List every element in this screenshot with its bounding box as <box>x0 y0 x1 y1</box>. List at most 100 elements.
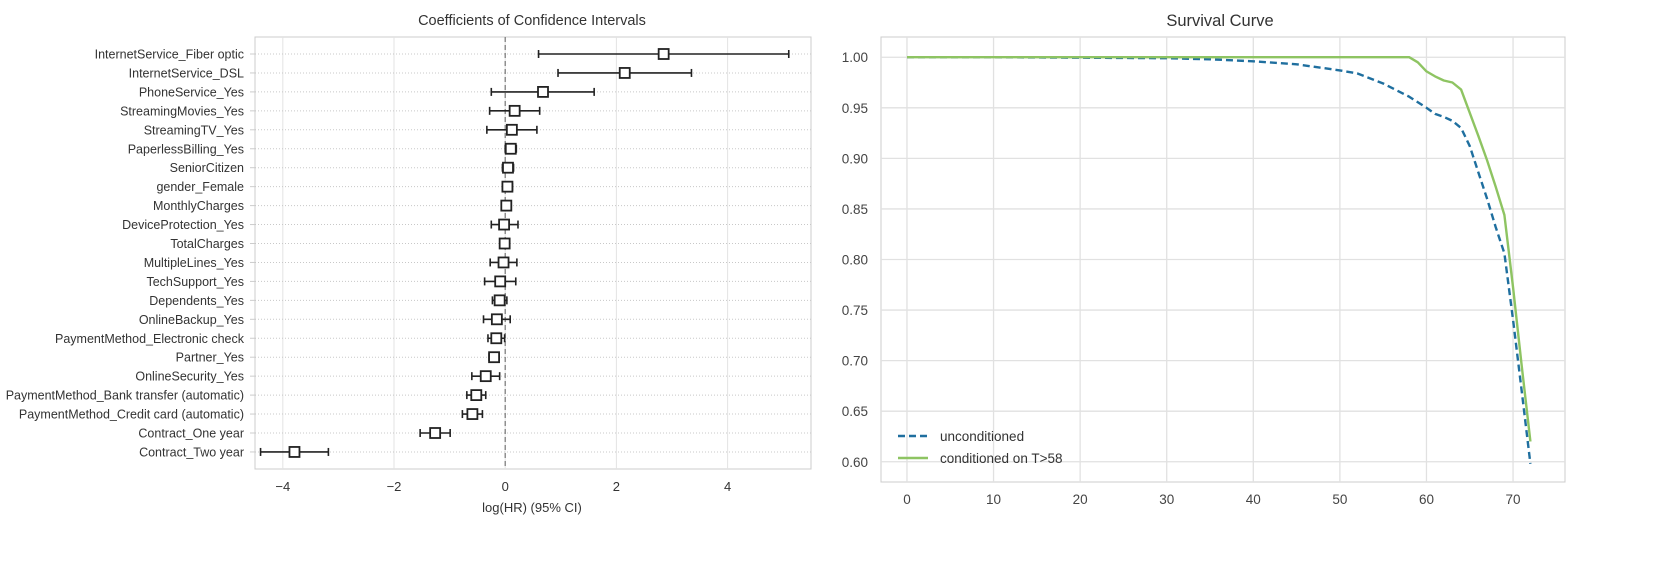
coef-marker <box>498 218 510 231</box>
survival-x-tick-labels: 0 10 20 30 40 50 60 70 <box>903 492 1520 507</box>
survival-curve-plot: Survival Curve 0 10 20 30 40 50 60 70 unconditi… <box>880 12 1566 507</box>
coef-marker <box>488 351 500 364</box>
legend-label: conditioned on T>58 <box>940 451 1062 466</box>
forest-row-label: Dependents_Yes <box>149 294 244 308</box>
survival-x-tick-label: 20 <box>1073 492 1088 507</box>
survival-y-tick-labels-group: 0.60 0.65 0.70 0.75 0.80 0.85 0.90 0.95 1.00 <box>842 50 868 470</box>
survival-y-tick-label: 0.85 <box>842 202 868 217</box>
survival-series-line <box>907 56 1532 442</box>
coef-marker <box>500 199 513 212</box>
forest-x-tick-label: 4 <box>724 479 731 494</box>
legend-label: unconditioned <box>940 429 1024 444</box>
survival-legend: unconditioned conditioned on T>58 <box>898 429 1062 466</box>
forest-row <box>504 142 518 155</box>
survival-y-tick-label: 0.60 <box>842 455 868 470</box>
survival-y-tick-label: 0.75 <box>842 303 868 318</box>
coef-marker <box>466 408 479 420</box>
coef-marker <box>497 256 510 269</box>
coef-marker <box>494 275 507 288</box>
coef-marker <box>657 48 670 60</box>
forest-row <box>461 408 484 420</box>
forest-row-label: MultipleLines_Yes <box>144 256 244 270</box>
forest-row-label: OnlineBackup_Yes <box>139 313 244 327</box>
forest-row <box>490 218 519 231</box>
forest-row-label: Partner_Yes <box>176 351 244 365</box>
survival-x-tick-label: 60 <box>1419 492 1434 507</box>
forest-row <box>488 104 541 117</box>
forest-row-label: SeniorCitizen <box>170 161 244 175</box>
forest-row-label: OnlineSecurity_Yes <box>135 370 244 384</box>
survival-gridlines <box>881 37 1565 482</box>
coef-marker <box>429 427 442 439</box>
coef-marker <box>490 332 503 345</box>
coef-marker <box>479 370 492 383</box>
coef-marker <box>501 180 514 193</box>
forest-row <box>489 256 518 269</box>
coef-marker <box>505 123 518 136</box>
forest-row-label: PhoneService_Yes <box>139 85 244 99</box>
forest-plot-area <box>254 36 812 470</box>
forest-row <box>501 180 514 193</box>
forest-row-label: StreamingTV_Yes <box>144 123 244 137</box>
forest-row-label: gender_Female <box>156 180 244 194</box>
coef-marker <box>470 389 483 402</box>
survival-curve-title: Survival Curve <box>1166 12 1273 30</box>
survival-curve-panel: Survival Curve 0 10 20 30 40 50 60 70 unconditi… <box>870 0 1669 557</box>
survival-x-tick-label: 40 <box>1246 492 1261 507</box>
coef-marker <box>490 313 503 326</box>
coef-marker <box>508 104 521 117</box>
coef-marker <box>502 161 514 174</box>
forest-row <box>419 427 451 439</box>
survival-x-tick-label: 0 <box>903 492 911 507</box>
forest-plot-title: Coefficients of Confidence Intervals <box>418 13 646 29</box>
forest-row <box>537 48 790 60</box>
coef-marker <box>504 142 517 155</box>
forest-x-tick-label: −4 <box>275 479 290 494</box>
coef-marker <box>288 446 301 458</box>
coef-marker <box>618 67 631 79</box>
forest-row <box>488 351 500 364</box>
survival-y-tick-label: 1.00 <box>842 50 868 65</box>
forest-row <box>483 275 517 288</box>
forest-row <box>466 389 487 402</box>
forest-row <box>501 161 515 174</box>
forest-row-label: InternetService_Fiber optic <box>95 48 244 62</box>
forest-row-label: InternetService_DSL <box>129 66 244 80</box>
survival-y-tick-label: 0.70 <box>842 354 868 369</box>
forest-row-label: TotalCharges <box>170 237 244 251</box>
forest-plot: Coefficients of Confidence Intervals Int… <box>6 13 868 515</box>
forest-row-label: Contract_Two year <box>139 445 244 459</box>
survival-y-tick-label: 0.90 <box>842 151 868 166</box>
forest-plot-panel: Coefficients of Confidence Intervals Int… <box>6 13 868 515</box>
survival-x-tick-label: 10 <box>986 492 1001 507</box>
forest-row-label: DeviceProtection_Yes <box>122 218 244 232</box>
survival-x-tick-label: 70 <box>1506 492 1521 507</box>
forest-row-label: PaperlessBilling_Yes <box>128 142 244 156</box>
forest-x-tick-label: 0 <box>502 479 509 494</box>
forest-x-tick-label: 2 <box>613 479 620 494</box>
forest-row <box>471 370 501 383</box>
forest-row-label: PaymentMethod_Credit card (automatic) <box>19 408 244 422</box>
forest-row <box>498 237 511 250</box>
forest-row-label: StreamingMovies_Yes <box>120 104 244 118</box>
forest-row <box>500 199 513 212</box>
forest-row-label: TechSupport_Yes <box>146 275 244 289</box>
forest-row <box>557 67 693 79</box>
forest-marks <box>259 37 790 469</box>
forest-row <box>259 446 330 458</box>
forest-row <box>487 332 506 345</box>
coef-marker <box>493 294 506 307</box>
forest-row-label: MonthlyCharges <box>153 199 244 213</box>
forest-row <box>490 86 595 98</box>
survival-series-line <box>907 56 1532 464</box>
survival-series-lines <box>907 56 1532 464</box>
coef-marker <box>498 237 511 250</box>
forest-x-tick-labels: −4 −2 0 2 4 <box>275 479 731 494</box>
survival-x-tick-label: 30 <box>1159 492 1174 507</box>
forest-row <box>491 294 508 307</box>
forest-row <box>482 313 512 326</box>
survival-y-tick-label: 0.65 <box>842 404 868 419</box>
coef-marker <box>537 86 549 98</box>
forest-row-label: Contract_One year <box>138 427 244 441</box>
forest-row <box>486 123 538 136</box>
